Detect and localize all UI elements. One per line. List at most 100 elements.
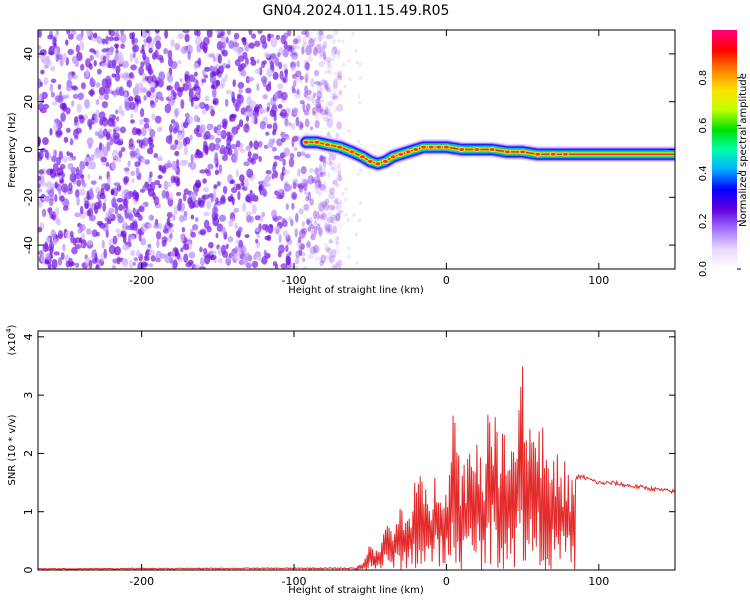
noise-point (327, 69, 331, 74)
noise-point (238, 88, 243, 94)
noise-point (327, 211, 331, 216)
noise-point (74, 212, 81, 218)
noise-point (253, 140, 259, 150)
noise-point (193, 83, 197, 92)
noise-point (228, 134, 233, 142)
noise-point (325, 254, 331, 260)
noise-point (53, 123, 59, 132)
noise-point (182, 30, 190, 34)
noise-point (325, 227, 330, 234)
noise-point (327, 173, 331, 178)
noise-point (46, 180, 53, 190)
noise-point (154, 30, 160, 34)
noise-point (236, 183, 241, 190)
noise-point (313, 244, 320, 254)
noise-point (117, 51, 123, 58)
noise-point (265, 170, 272, 175)
noise-point (314, 225, 318, 236)
noise-point (39, 81, 43, 87)
noise-point (260, 258, 268, 264)
noise-point (156, 239, 160, 249)
noise-point (265, 223, 269, 233)
noise-point (235, 102, 242, 108)
noise-point (203, 187, 209, 193)
noise-point (331, 264, 337, 269)
noise-point (164, 30, 169, 39)
noise-point (177, 32, 185, 40)
noise-point (260, 34, 267, 45)
noise-point (87, 173, 91, 180)
noise-point (151, 74, 157, 84)
noise-point (38, 169, 44, 175)
noise-point (318, 214, 325, 220)
noise-point (294, 76, 299, 83)
noise-point (187, 162, 193, 168)
noise-point (40, 108, 47, 114)
noise-point (206, 200, 212, 210)
noise-point (318, 216, 324, 222)
noise-point (169, 232, 173, 239)
noise-point (317, 96, 321, 101)
noise-point (319, 55, 323, 60)
noise-point (170, 61, 178, 69)
ridge-point (488, 147, 496, 152)
noise-point (309, 37, 313, 45)
noise-point (293, 146, 298, 152)
noise-point (74, 60, 79, 68)
noise-point (310, 224, 315, 230)
noise-point (237, 81, 245, 89)
noise-point (239, 143, 244, 148)
noise-point (131, 177, 135, 184)
noise-point (271, 172, 275, 180)
noise-point (283, 182, 288, 192)
noise-point (282, 63, 288, 71)
noise-point (164, 103, 172, 114)
noise-point (58, 188, 62, 196)
noise-point (101, 48, 108, 53)
noise-point (266, 106, 270, 112)
noise-point (147, 223, 153, 229)
noise-point (118, 55, 122, 65)
noise-point (201, 78, 207, 83)
noise-point (314, 256, 321, 261)
noise-point (290, 66, 296, 72)
noise-point (51, 233, 57, 239)
noise-point (282, 158, 286, 166)
y-tick-label: 2 (22, 450, 35, 457)
noise-point (111, 120, 116, 128)
snr-exponent-base: (x10 (7, 333, 18, 356)
noise-point (49, 83, 54, 93)
noise-point (102, 55, 107, 63)
noise-point (132, 207, 136, 215)
noise-point (249, 189, 253, 195)
noise-point (242, 51, 248, 59)
noise-point (182, 193, 187, 202)
noise-point (246, 168, 254, 178)
noise-point (302, 41, 309, 48)
noise-point (254, 40, 261, 47)
noise-point (174, 124, 180, 133)
noise-point (323, 40, 328, 49)
ridge-point (404, 149, 412, 155)
noise-point (129, 101, 136, 111)
noise-point (72, 93, 79, 99)
noise-point (235, 169, 239, 178)
noise-point (38, 150, 44, 160)
y-tick-label: 20 (22, 95, 35, 109)
noise-point (319, 86, 324, 94)
noise-point (261, 108, 269, 113)
noise-point (335, 261, 339, 269)
noise-point (320, 173, 324, 178)
noise-point (174, 81, 180, 91)
noise-point (102, 202, 107, 212)
noise-point (151, 113, 156, 121)
noise-point (329, 187, 335, 195)
noise-point (332, 215, 338, 221)
noise-point (212, 97, 219, 106)
noise-point (142, 137, 149, 147)
noise-point (341, 192, 345, 196)
noise-point (314, 80, 321, 86)
noise-point (219, 144, 226, 155)
noise-point (101, 117, 109, 127)
noise-point (140, 157, 146, 164)
